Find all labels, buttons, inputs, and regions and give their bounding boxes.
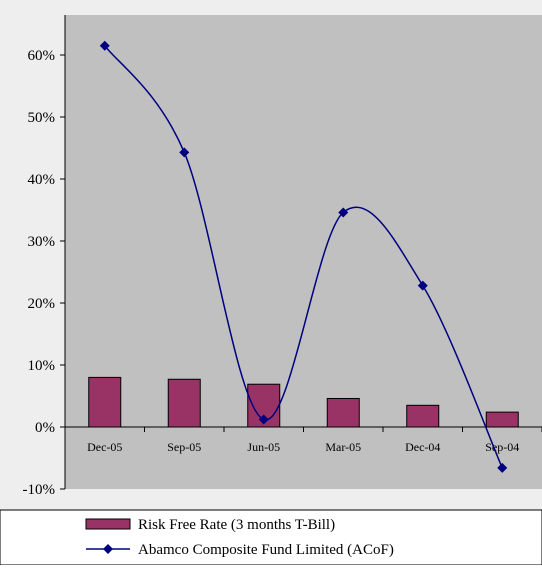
legend-line-marker — [103, 544, 113, 554]
y-tick-marks — [60, 54, 65, 490]
plot-area — [65, 15, 542, 489]
marker-acof-mar-05 — [338, 207, 349, 218]
bar-risk-free-sep-05 — [167, 378, 201, 428]
legend-label-acof: Abamco Composite Fund Limited (ACoF) — [138, 542, 394, 558]
x-tick-label: Dec-04 — [405, 440, 440, 454]
y-tick-labels: 60% 50% 40% 30% 20% 10% 0% -10% — [23, 48, 56, 498]
line-markers — [99, 40, 508, 473]
bar-risk-free-mar-05 — [326, 397, 360, 428]
marker-acof-jun-05 — [258, 414, 269, 425]
x-tick-label: Dec-05 — [87, 440, 122, 454]
legend-bar-swatch — [85, 518, 131, 530]
x-tick-labels: Dec-05 Sep-05 Jun-05 Mar-05 Dec-04 Sep-04 — [87, 440, 519, 454]
bar-risk-free-dec-05 — [88, 376, 122, 428]
y-tick-label: 20% — [28, 296, 56, 312]
bar-risk-free-sep-04 — [485, 411, 519, 428]
y-tick-label: 40% — [28, 172, 56, 188]
x-tick-label: Sep-04 — [485, 440, 519, 454]
x-tick-label: Jun-05 — [247, 440, 280, 454]
x-tick-label: Sep-05 — [167, 440, 201, 454]
y-tick-label: -10% — [23, 482, 56, 498]
marker-acof-dec-04 — [417, 280, 428, 291]
marker-acof-sep-04 — [497, 462, 508, 473]
legend-label-risk-free: Risk Free Rate (3 months T-Bill) — [138, 517, 335, 533]
y-tick-label: 60% — [28, 48, 56, 64]
x-tick-label: Mar-05 — [325, 440, 361, 454]
bar-risk-free-dec-04 — [406, 404, 440, 428]
y-tick-label: 10% — [28, 358, 56, 374]
marker-acof-dec-05 — [99, 40, 110, 51]
marker-acof-sep-05 — [179, 147, 190, 158]
y-tick-label: 50% — [28, 110, 56, 126]
y-tick-label: 30% — [28, 234, 56, 250]
y-tick-label: 0% — [35, 420, 55, 436]
